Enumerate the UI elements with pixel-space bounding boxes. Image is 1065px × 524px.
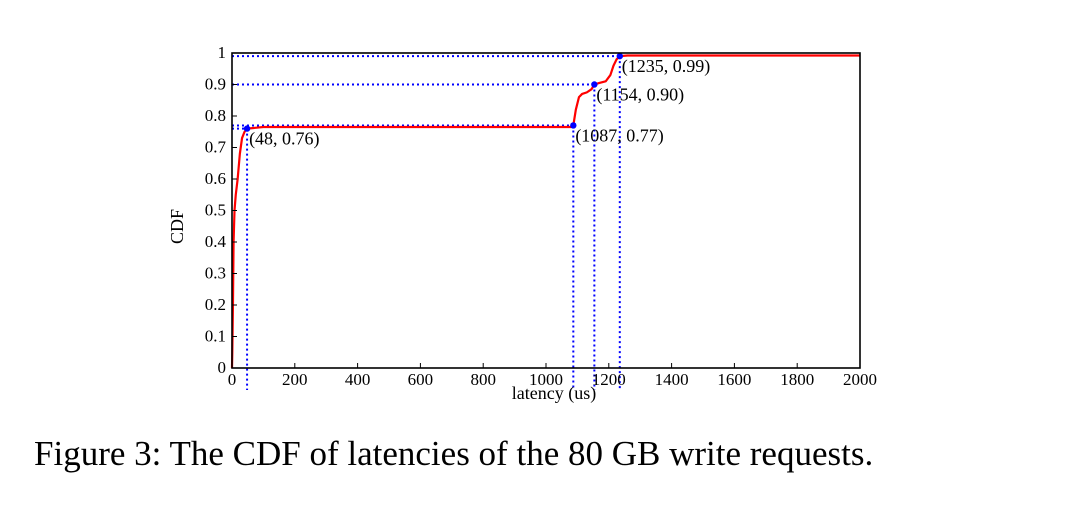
marker-point: [591, 81, 598, 88]
x-axis: 0 200 400 600 800 1000 1200 1400 1600 1800 2000: [228, 363, 877, 389]
y-tick-label: 0.7: [205, 138, 227, 157]
marker-annotation: (1235, 0.99): [622, 56, 711, 77]
x-tick-label: 1200: [592, 370, 626, 389]
y-tick-label: 0.3: [205, 264, 226, 283]
series-group: [230, 54, 860, 369]
x-tick-label: 600: [408, 370, 434, 389]
reference-lines: [232, 55, 621, 390]
y-axis: 0 0.1 0.2 0.3 0.4 0.5 0.6 0.7 0.8 0.9 1: [205, 43, 237, 377]
x-tick-label: 0: [228, 370, 237, 389]
annotations-group: (48, 0.76) (1087, 0.77) (1154, 0.90) (1235,…: [249, 56, 710, 149]
y-tick-label: 0.1: [205, 327, 226, 346]
marker-annotation: (48, 0.76): [249, 129, 320, 150]
y-axis-label: CDF: [167, 209, 187, 244]
plot-frame: [231, 52, 861, 369]
marker-point: [243, 125, 251, 132]
x-tick-label: 2000: [843, 370, 877, 389]
y-tick-label: 0.9: [205, 75, 226, 94]
cdf-series-line: [230, 54, 860, 369]
y-tick-label: 0: [218, 358, 227, 377]
x-tick-label: 1600: [717, 370, 751, 389]
x-axis-label: latency (us): [512, 383, 596, 404]
x-tick-label: 1800: [780, 370, 814, 389]
figure-caption: Figure 3: The CDF of latencies of the 80…: [34, 434, 874, 473]
x-tick-label: 1000: [529, 370, 563, 389]
y-tick-label: 0.2: [205, 295, 226, 314]
marker-point: [616, 52, 623, 60]
markers-group: [243, 52, 623, 132]
x-tick-label: 200: [282, 370, 308, 389]
cdf-chart: (48, 0.76) (1087, 0.77) (1154, 0.90) (1235,…: [167, 43, 877, 404]
marker-annotation: (1154, 0.90): [596, 85, 684, 106]
x-tick-label: 800: [470, 370, 496, 389]
y-tick-label: 0.4: [205, 232, 227, 251]
y-tick-label: 1: [218, 43, 227, 62]
y-tick-label: 0.6: [205, 169, 226, 188]
marker-point: [570, 122, 577, 129]
marker-annotation: (1087, 0.77): [575, 125, 664, 146]
x-tick-label: 1400: [655, 370, 689, 389]
y-tick-label: 0.8: [205, 106, 226, 125]
y-tick-label: 0.5: [205, 201, 226, 220]
x-tick-label: 400: [345, 370, 371, 389]
